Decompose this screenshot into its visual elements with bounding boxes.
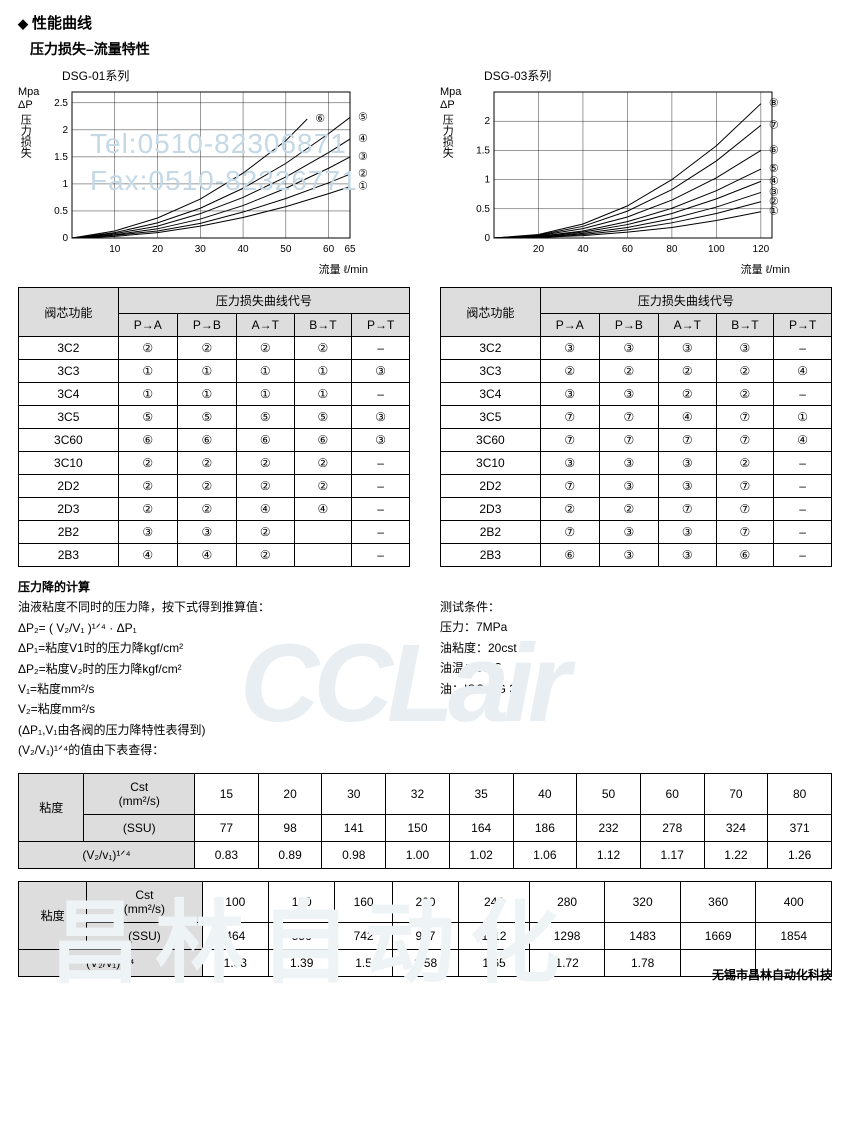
chart-svg: 2040608010012000.511.52①②③④⑤⑥⑦⑧ — [466, 86, 796, 256]
calc-title: 压力降的计算 — [18, 577, 410, 597]
footer-text: 无锡市昌林自动化科技 — [712, 966, 832, 983]
calc-line: ΔP₂= ( V₂/V₁ )¹ᐟ⁴ · ΔP₁ — [18, 618, 410, 638]
test-cond-line: 油：ISO-VG 32 — [440, 679, 832, 699]
calc-line: V₂=粘度mm²/s — [18, 699, 410, 719]
test-cond-line: 油粘度：20cst — [440, 638, 832, 658]
svg-text:1: 1 — [484, 175, 490, 186]
calc-line: ΔP₁=粘度V1时的压力降kgf/cm² — [18, 638, 410, 658]
calc-right: 测试条件：压力：7MPa油粘度：20cst油温：50℃油：ISO-VG 32 — [440, 577, 832, 761]
svg-text:1.5: 1.5 — [54, 152, 68, 163]
svg-text:40: 40 — [577, 244, 589, 255]
svg-text:0.5: 0.5 — [476, 204, 490, 215]
viscosity-table: 粘度Cst (mm²/s)15203032354050607080(SSU)77… — [18, 773, 832, 869]
svg-text:65: 65 — [344, 244, 356, 255]
svg-text:100: 100 — [708, 244, 725, 255]
svg-text:60: 60 — [622, 244, 634, 255]
svg-text:0.5: 0.5 — [54, 206, 68, 217]
svg-text:2: 2 — [484, 116, 490, 127]
svg-text:③: ③ — [358, 151, 368, 163]
svg-text:⑥: ⑥ — [769, 144, 779, 156]
calc-line: (V₂/V₁)¹ᐟ⁴的值由下表查得： — [18, 740, 410, 760]
x-axis-label: 流量 ℓ/min — [44, 261, 374, 277]
calc-line: (ΔP₁,V₁由各阀的压力降特性表得到) — [18, 720, 410, 740]
chart-block: DSG-01系列 MpaΔP压力损失 10 20 30 40 50 60 65 0 0.5 1 1.… — [18, 67, 410, 277]
chart-title: DSG-01系列 — [62, 67, 410, 84]
svg-text:③: ③ — [769, 186, 779, 198]
x-axis-label: 流量 ℓ/min — [466, 261, 796, 277]
section-title: 性能曲线 — [18, 12, 832, 33]
tables-row: 阀芯功能压力损失曲线代号P→AP→BA→TB→TP→T3C2②②②②–3C3①①… — [18, 287, 832, 567]
test-cond-title: 测试条件： — [440, 597, 832, 617]
section-subtitle: 压力损失–流量特性 — [30, 39, 832, 59]
svg-text:20: 20 — [152, 244, 164, 255]
svg-text:2.5: 2.5 — [54, 98, 68, 109]
test-cond-line: 压力：7MPa — [440, 617, 832, 637]
test-cond-line: 油温：50℃ — [440, 658, 832, 678]
svg-text:1.5: 1.5 — [476, 145, 490, 156]
svg-text:⑥: ⑥ — [315, 113, 325, 125]
svg-text:0: 0 — [62, 233, 68, 244]
charts-row: DSG-01系列 MpaΔP压力损失 1020304050606500.511.… — [18, 67, 832, 277]
svg-text:④: ④ — [769, 175, 779, 187]
curve-table: 阀芯功能压力损失曲线代号P→AP→BA→TB→TP→T3C2②②②②–3C3①①… — [18, 287, 410, 567]
svg-text:40: 40 — [238, 244, 250, 255]
svg-text:60: 60 — [323, 244, 335, 255]
svg-text:①: ① — [358, 181, 368, 193]
calc-row: 压力降的计算油液粘度不同时的压力降，按下式得到推算值：ΔP₂= ( V₂/V₁ … — [18, 577, 832, 761]
y-axis-label: MpaΔP压力损失 — [18, 86, 44, 277]
curve-table-right: 阀芯功能压力损失曲线代号P→AP→BA→TB→TP→T3C2③③③③–3C3②②… — [440, 287, 832, 567]
svg-text:50: 50 — [280, 244, 292, 255]
svg-text:20: 20 — [533, 244, 545, 255]
svg-text:⑤: ⑤ — [769, 163, 779, 175]
svg-text:30: 30 — [195, 244, 207, 255]
calc-line: 油液粘度不同时的压力降，按下式得到推算值： — [18, 597, 410, 617]
viscosity-tables: 粘度Cst (mm²/s)15203032354050607080(SSU)77… — [18, 773, 832, 977]
curve-table-left: 阀芯功能压力损失曲线代号P→AP→BA→TB→TP→T3C2②②②②–3C3①①… — [18, 287, 410, 567]
svg-text:2: 2 — [62, 125, 68, 136]
svg-text:⑧: ⑧ — [769, 98, 779, 110]
svg-text:⑤: ⑤ — [358, 111, 368, 123]
y-axis-label: MpaΔP压力损失 — [440, 86, 466, 277]
svg-text:0: 0 — [484, 233, 490, 244]
svg-text:②: ② — [358, 168, 368, 180]
svg-text:80: 80 — [666, 244, 678, 255]
calc-line: V₁=粘度mm²/s — [18, 679, 410, 699]
chart-block: DSG-03系列 MpaΔP压力损失 20 40 60 80 100 120 0 0.5 1 1.… — [440, 67, 832, 277]
chart-title: DSG-03系列 — [484, 67, 832, 84]
calc-line: ΔP₂=粘度V₂时的压力降kgf/cm² — [18, 659, 410, 679]
viscosity-table: 粘度Cst (mm²/s)100120160200240280320360400… — [18, 881, 832, 977]
curve-table: 阀芯功能压力损失曲线代号P→AP→BA→TB→TP→T3C2③③③③–3C3②②… — [440, 287, 832, 567]
svg-text:1: 1 — [62, 179, 68, 190]
chart-svg: 10 20 30 40 50 60 65 0 0.5 1 1.5 2 2.5 ①② ③ ④ ⑤ ⑥ — [44, 86, 374, 256]
svg-text:⑦: ⑦ — [769, 119, 779, 131]
calc-left: 压力降的计算油液粘度不同时的压力降，按下式得到推算值：ΔP₂= ( V₂/V₁ … — [18, 577, 410, 761]
svg-text:④: ④ — [358, 133, 368, 145]
svg-text:10: 10 — [109, 244, 121, 255]
svg-text:120: 120 — [753, 244, 770, 255]
